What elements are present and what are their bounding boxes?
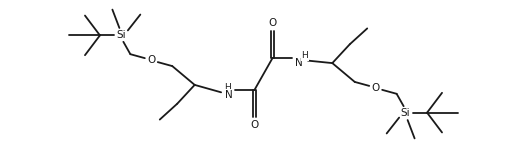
Text: O: O <box>147 55 155 65</box>
Text: O: O <box>372 83 380 93</box>
Text: N: N <box>225 90 232 100</box>
Text: H: H <box>301 51 308 60</box>
Text: H: H <box>224 83 230 92</box>
Text: Si: Si <box>401 108 411 118</box>
Text: Si: Si <box>116 30 126 40</box>
Text: N: N <box>295 58 302 68</box>
Text: O: O <box>250 120 259 130</box>
Text: O: O <box>268 18 277 28</box>
